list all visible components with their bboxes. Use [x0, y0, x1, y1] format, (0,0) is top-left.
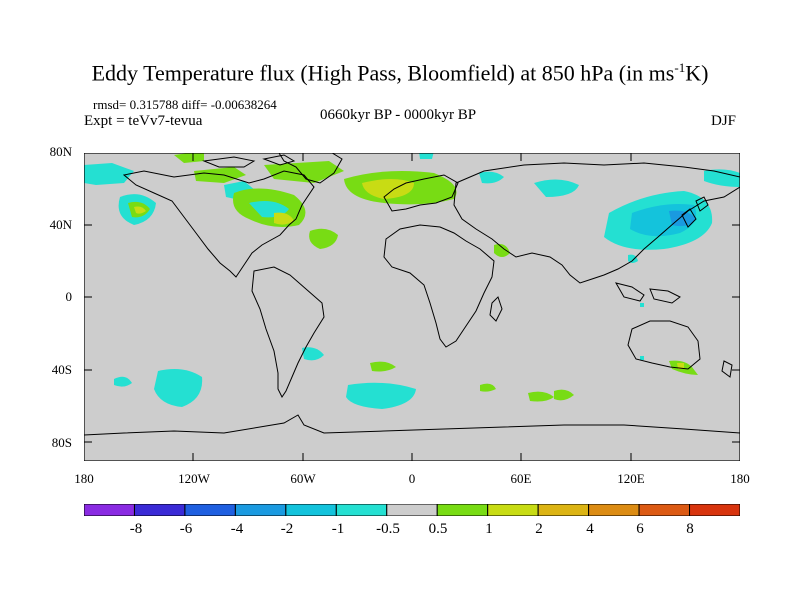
title-tail: K) [685, 60, 709, 86]
stats-line: rmsd= 0.315788 diff= -0.00638264 [93, 97, 277, 112]
period-label: 0660kyr BP - 0000kyr BP [320, 107, 477, 123]
lat-label-80s: 80S [51, 435, 72, 450]
experiment-label: Expt = teVv7-tevua [84, 113, 203, 129]
colorbar-label: 0.5 [428, 521, 448, 537]
australia-coast [627, 320, 701, 370]
colorbar-label: 1 [485, 521, 493, 537]
colorbar-label: 4 [586, 521, 594, 537]
colorbar-swatch [638, 504, 691, 516]
north-america-coast [122, 170, 315, 278]
lon-label-120w: 120W [178, 471, 210, 486]
map-ticks [84, 153, 740, 461]
colorbar-swatch [335, 504, 388, 516]
lat-label-40n: 40N [49, 217, 72, 232]
colorbar-swatch [184, 504, 236, 516]
greenland-coast [278, 153, 343, 184]
lon-label-180w: 180 [74, 471, 94, 486]
colorbar-label: -8 [129, 521, 143, 537]
colorbar [84, 504, 740, 516]
colorbar-swatch [285, 504, 337, 516]
lon-label-60w: 60W [290, 471, 316, 486]
antarctica-coast [84, 414, 740, 436]
colorbar-swatch [234, 504, 287, 516]
title-exponent: -1 [674, 60, 686, 75]
colorbar-label: -4 [230, 521, 244, 537]
lon-label-120e: 120E [617, 471, 645, 486]
colorbar-swatch [487, 504, 539, 516]
south-america-coast [251, 266, 325, 398]
asia-coast [453, 162, 740, 284]
lat-label-40s: 40S [51, 362, 72, 377]
anomaly-shading [84, 153, 740, 409]
colorbar-swatch [436, 504, 489, 516]
colorbar-swatch [386, 504, 438, 516]
colorbar-label: 6 [636, 521, 644, 537]
lon-label-0: 0 [408, 471, 416, 486]
colorbar-label: -0.5 [376, 521, 400, 537]
figure-title: Eddy Temperature flux (High Pass, Bloomf… [0, 60, 800, 86]
coastlines [84, 153, 740, 436]
lon-label-180e: 180 [730, 471, 750, 486]
title-main: Eddy Temperature flux (High Pass, Bloomf… [91, 60, 675, 86]
lat-label-0: 0 [65, 289, 73, 304]
colorbar-swatch [133, 504, 186, 516]
colorbar-label: 8 [686, 521, 694, 537]
colorbar-label: -1 [331, 521, 345, 537]
colorbar-label: -2 [280, 521, 294, 537]
lat-label-80n: 80N [49, 144, 72, 159]
colorbar-label: -6 [179, 521, 193, 537]
colorbar-label: 2 [535, 521, 543, 537]
lon-label-60e: 60E [510, 471, 532, 486]
africa-coast [383, 224, 495, 348]
colorbar-swatch [689, 504, 740, 516]
colorbar-swatch [588, 504, 640, 516]
colorbar-swatch [84, 504, 135, 516]
season-label: DJF [711, 113, 737, 129]
world-map [84, 153, 740, 461]
colorbar-swatch [537, 504, 590, 516]
